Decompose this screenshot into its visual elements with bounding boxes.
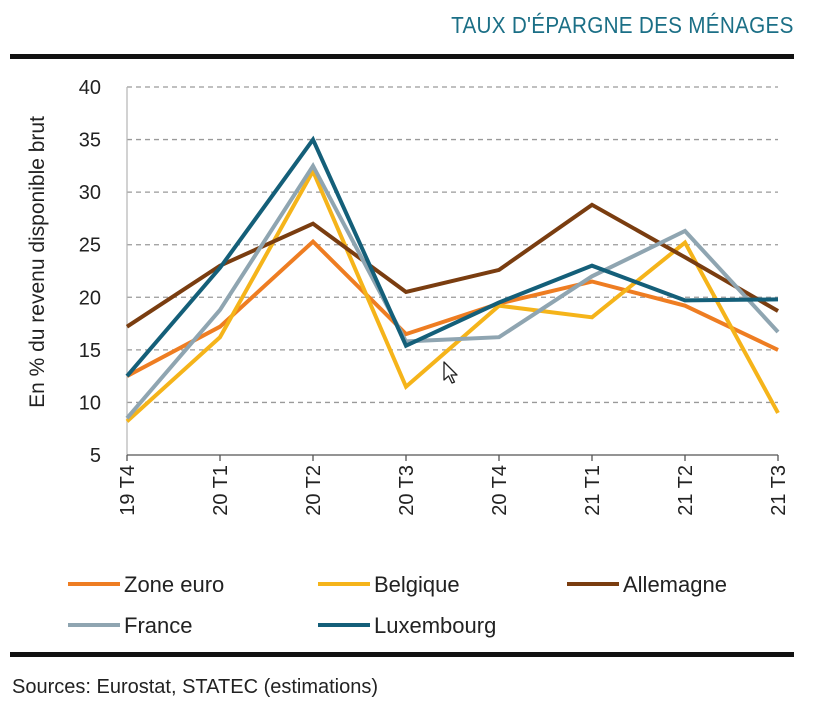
legend-label: France xyxy=(124,613,192,638)
legend-item-zone-euro: Zone euro xyxy=(68,572,224,597)
series-line-allemagne xyxy=(125,202,780,329)
x-tick-label: 21 T1 xyxy=(582,465,604,516)
chart-title: TAUX D'ÉPARGNE DES MÉNAGES xyxy=(451,12,794,38)
bottom-rule xyxy=(10,652,794,657)
y-tick-label: 15 xyxy=(79,340,101,362)
series-line-belgique xyxy=(125,166,780,423)
mouse-cursor-icon xyxy=(443,361,458,384)
axis-layer: 5 10 15 20 25 30 35 40 19 T4 20 T1 20 T2 20 T3 20 T4… xyxy=(79,77,790,516)
y-tick-label: 35 xyxy=(79,130,101,152)
series-layer xyxy=(125,135,780,423)
series-line-luxembourg xyxy=(125,135,779,378)
y-tick-label: 25 xyxy=(79,235,101,257)
legend: Zone euro Belgique Allemagne France Luxembou… xyxy=(68,572,727,638)
legend-item-luxembourg: Luxembourg xyxy=(318,613,496,638)
y-tick-label: 20 xyxy=(79,287,101,309)
line-chart: 5 10 15 20 25 30 35 40 19 T4 20 T1 20 T2 20 T3 20 T4… xyxy=(26,77,790,638)
y-tick-label: 30 xyxy=(79,182,101,204)
y-tick-label: 10 xyxy=(79,392,101,414)
legend-item-allemagne: Allemagne xyxy=(567,572,727,597)
legend-label: Allemagne xyxy=(623,572,727,597)
x-tick-label: 20 T1 xyxy=(210,465,232,516)
legend-label: Luxembourg xyxy=(374,613,496,638)
x-tick-label: 20 T2 xyxy=(303,465,325,516)
y-tick-label: 5 xyxy=(90,445,101,467)
legend-label: Zone euro xyxy=(124,572,224,597)
legend-label: Belgique xyxy=(374,572,460,597)
legend-item-france: France xyxy=(68,613,192,638)
legend-item-belgique: Belgique xyxy=(318,572,460,597)
x-tick-label: 21 T2 xyxy=(675,465,697,516)
x-tick-label: 21 T3 xyxy=(768,465,790,516)
source-note: Sources: Eurostat, STATEC (estimations) xyxy=(12,676,379,698)
x-tick-label: 20 T3 xyxy=(396,465,418,516)
y-axis-title: En % du revenu disponible brut xyxy=(26,116,49,408)
x-tick-label: 19 T4 xyxy=(117,465,139,516)
x-tick-label: 20 T4 xyxy=(489,465,511,516)
series-line-france xyxy=(125,161,780,420)
top-rule xyxy=(10,54,794,59)
y-tick-label: 40 xyxy=(79,77,101,99)
grid-layer xyxy=(127,86,778,404)
